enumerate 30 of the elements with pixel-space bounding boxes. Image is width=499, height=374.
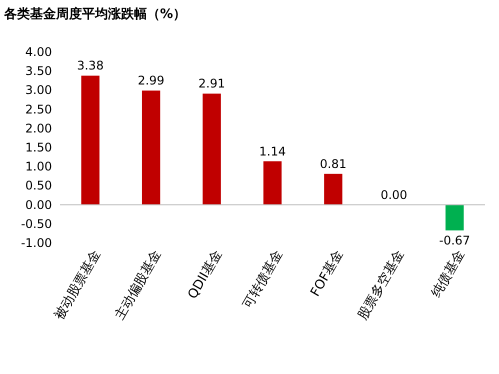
y-tick-label: 2.50	[25, 102, 52, 116]
x-tick-label: 纯债基金	[429, 248, 468, 300]
y-tick-label: -0.50	[20, 216, 52, 231]
data-label: 0.00	[380, 188, 408, 202]
data-label: 1.14	[259, 144, 286, 158]
data-label: 2.99	[138, 74, 164, 88]
y-tick-label: 2.00	[25, 121, 52, 136]
chart-title: 各类基金周度平均涨跌幅（%）	[3, 6, 186, 22]
y-tick-label: 1.00	[25, 160, 52, 174]
bar	[324, 174, 342, 205]
data-label: 3.38	[77, 58, 104, 73]
data-label: 0.81	[320, 156, 347, 171]
bar	[81, 76, 100, 205]
y-tick-label: 4.00	[25, 45, 52, 59]
bar	[202, 94, 221, 205]
x-tick-label: 股票多空基金	[355, 248, 408, 323]
bar	[446, 204, 464, 230]
bar	[142, 90, 160, 205]
x-tick-label: 可转债基金	[240, 248, 286, 312]
y-tick-label: -1.00	[20, 236, 52, 250]
y-tick-label: 0.00	[25, 198, 52, 212]
data-label: 2.91	[198, 76, 226, 91]
data-label: -0.67	[439, 233, 470, 248]
y-tick-label: 3.00	[25, 83, 52, 98]
y-tick-label: 3.50	[25, 64, 52, 78]
x-tick-label: 主动偏股基金	[112, 247, 165, 323]
x-tick-label: 被动股票基金	[52, 248, 104, 323]
bar	[263, 161, 282, 205]
y-tick-label: 0.50	[25, 178, 52, 193]
y-tick-label: 1.50	[25, 140, 52, 154]
